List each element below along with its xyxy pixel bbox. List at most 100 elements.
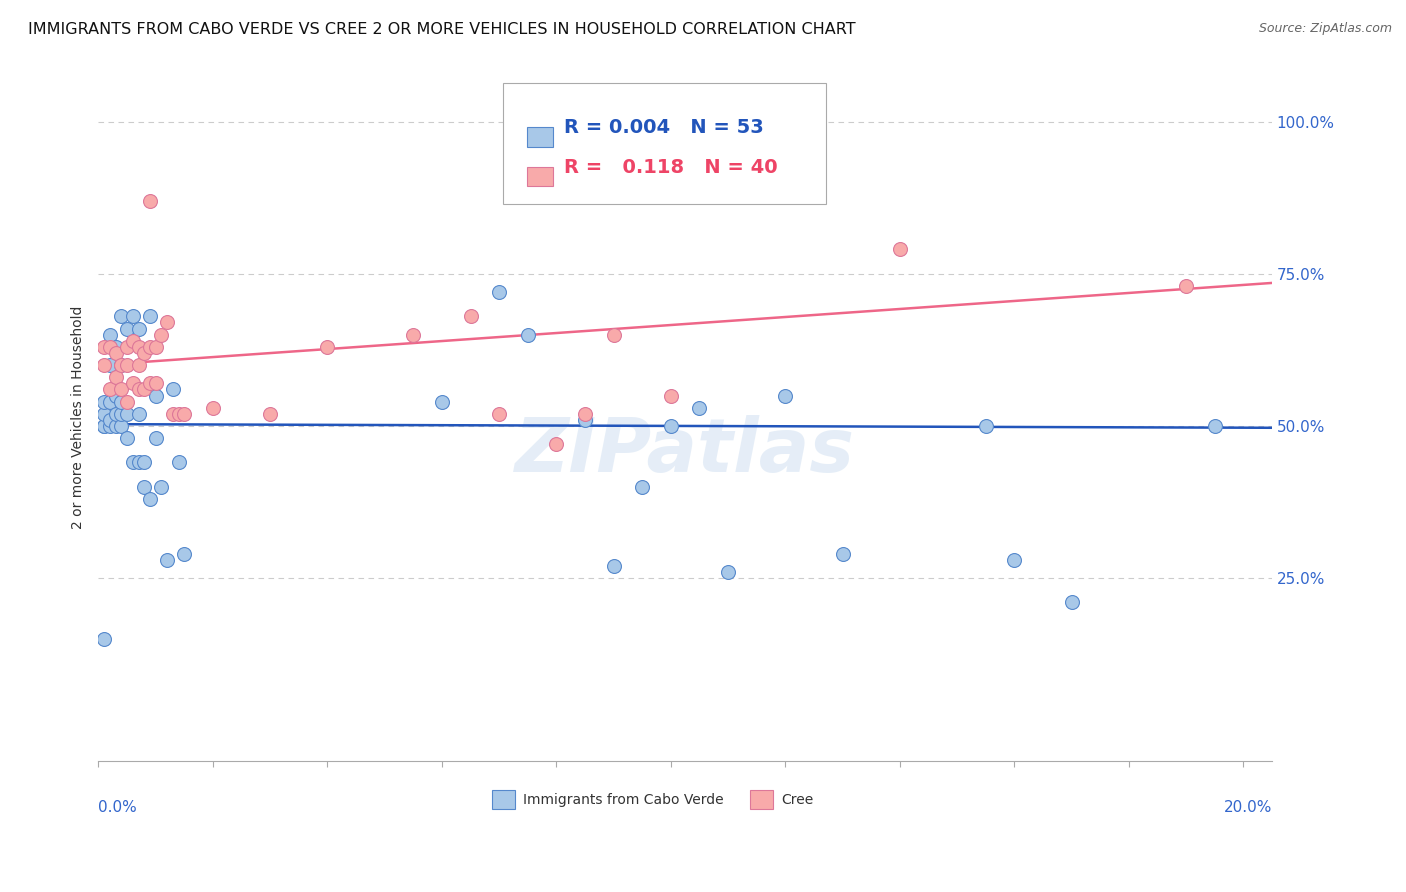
Point: [115, 394, 138, 409]
FancyBboxPatch shape: [503, 83, 825, 203]
Point: [104, 370, 127, 384]
Point: [145, 388, 167, 402]
Point: [145, 376, 167, 391]
Point: [659, 388, 682, 402]
Point: [139, 340, 162, 354]
Point: [430, 394, 453, 409]
Point: [316, 340, 339, 354]
Point: [110, 407, 132, 421]
Point: [93, 340, 115, 354]
Point: [128, 321, 150, 335]
Point: [104, 388, 127, 402]
Point: [488, 407, 510, 421]
Point: [115, 340, 138, 354]
Point: [167, 455, 190, 469]
Point: [602, 327, 624, 342]
Point: [110, 358, 132, 372]
Point: [402, 327, 425, 342]
Point: [128, 455, 150, 469]
Point: [602, 558, 624, 573]
Text: ZIPatlas: ZIPatlas: [515, 415, 855, 488]
Point: [460, 310, 482, 324]
Point: [1175, 279, 1198, 293]
Point: [889, 243, 911, 257]
Point: [150, 480, 173, 494]
Point: [574, 407, 596, 421]
Text: IMMIGRANTS FROM CABO VERDE VS CREE 2 OR MORE VEHICLES IN HOUSEHOLD CORRELATION C: IMMIGRANTS FROM CABO VERDE VS CREE 2 OR …: [28, 22, 856, 37]
Point: [98, 340, 121, 354]
Point: [516, 327, 538, 342]
Point: [659, 419, 682, 434]
Bar: [527, 167, 553, 186]
Point: [93, 632, 115, 646]
Point: [775, 388, 797, 402]
Point: [139, 376, 162, 391]
Text: Source: ZipAtlas.com: Source: ZipAtlas.com: [1258, 22, 1392, 36]
Point: [121, 376, 143, 391]
Point: [110, 419, 132, 434]
Point: [717, 565, 740, 579]
Text: R =   0.118   N = 40: R = 0.118 N = 40: [564, 158, 778, 177]
Y-axis label: 2 or more Vehicles in Household: 2 or more Vehicles in Household: [72, 305, 86, 529]
Point: [93, 394, 115, 409]
Bar: [492, 789, 515, 809]
Point: [104, 340, 127, 354]
Point: [98, 358, 121, 372]
Point: [201, 401, 224, 415]
Point: [139, 194, 162, 208]
Point: [139, 310, 162, 324]
Bar: [749, 789, 773, 809]
Text: 20.0%: 20.0%: [1223, 799, 1272, 814]
Point: [110, 358, 132, 372]
Point: [110, 394, 132, 409]
Point: [150, 327, 173, 342]
Point: [104, 346, 127, 360]
Point: [98, 419, 121, 434]
Point: [574, 413, 596, 427]
Text: Cree: Cree: [782, 793, 814, 807]
Point: [93, 419, 115, 434]
Point: [1060, 595, 1083, 609]
Point: [93, 358, 115, 372]
Point: [115, 321, 138, 335]
Point: [98, 413, 121, 427]
Point: [134, 480, 156, 494]
Point: [121, 310, 143, 324]
Point: [98, 383, 121, 397]
Point: [1002, 553, 1025, 567]
Point: [173, 547, 195, 561]
Point: [162, 383, 184, 397]
Point: [831, 547, 853, 561]
Point: [110, 383, 132, 397]
Point: [134, 346, 156, 360]
Point: [115, 407, 138, 421]
Point: [115, 431, 138, 445]
Point: [93, 419, 115, 434]
Point: [121, 334, 143, 348]
Point: [156, 553, 179, 567]
Text: Immigrants from Cabo Verde: Immigrants from Cabo Verde: [523, 793, 724, 807]
Point: [93, 407, 115, 421]
Point: [1204, 419, 1226, 434]
Text: R = 0.004   N = 53: R = 0.004 N = 53: [564, 118, 763, 136]
Point: [162, 407, 184, 421]
Point: [488, 285, 510, 299]
Point: [98, 327, 121, 342]
Point: [139, 491, 162, 506]
Point: [128, 407, 150, 421]
Point: [98, 394, 121, 409]
Point: [167, 407, 190, 421]
Point: [688, 401, 710, 415]
Point: [546, 437, 568, 451]
Bar: [527, 127, 553, 146]
Point: [173, 407, 195, 421]
Point: [259, 407, 281, 421]
Point: [115, 358, 138, 372]
Point: [974, 419, 997, 434]
Point: [104, 407, 127, 421]
Point: [134, 383, 156, 397]
Point: [128, 340, 150, 354]
Point: [121, 455, 143, 469]
Point: [128, 358, 150, 372]
Point: [128, 383, 150, 397]
